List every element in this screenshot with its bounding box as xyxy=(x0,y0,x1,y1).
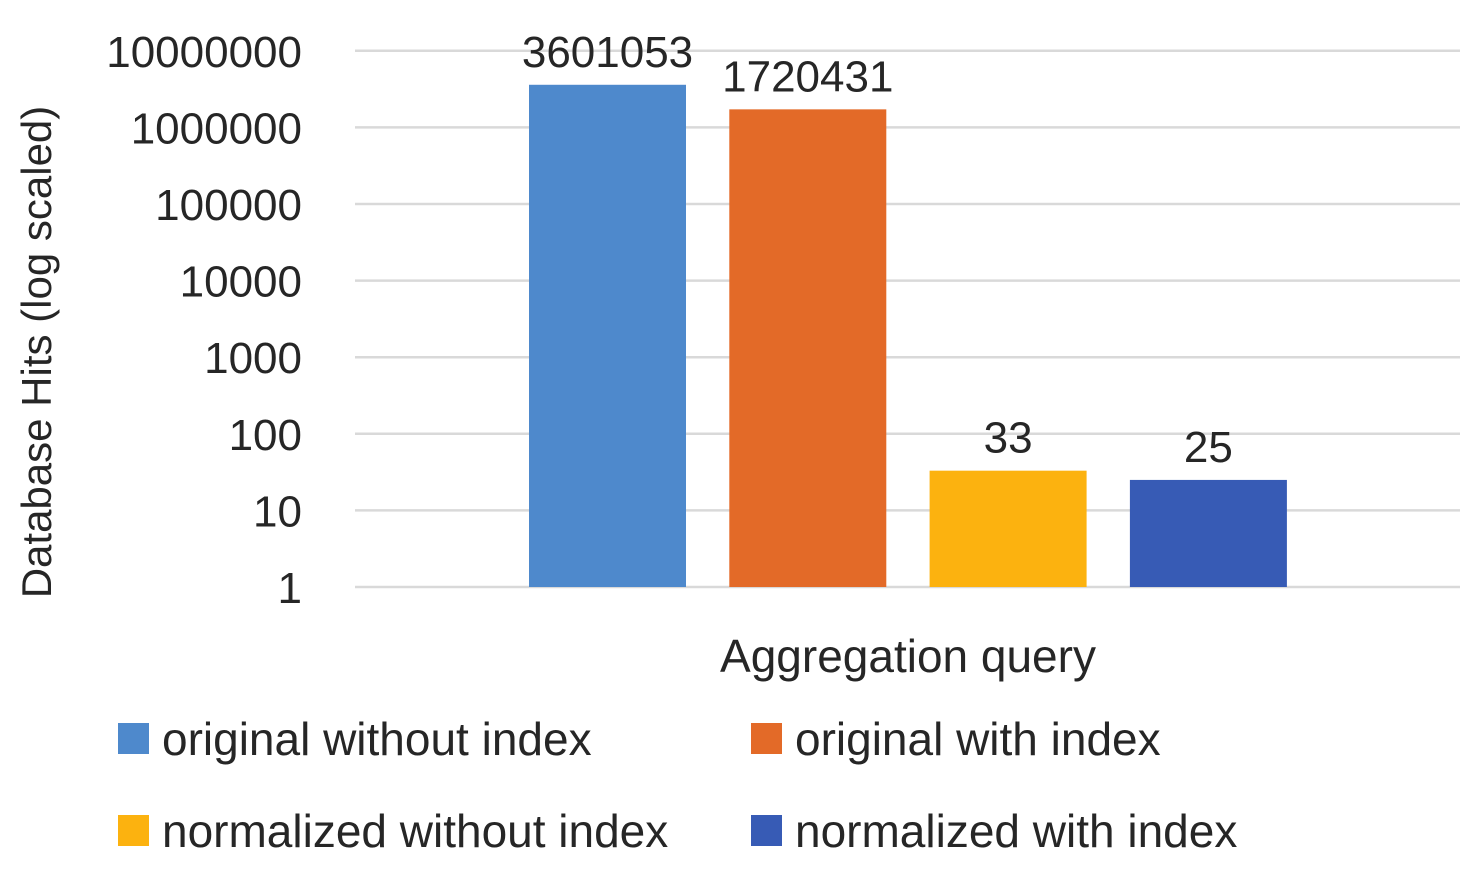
y-tick-label: 100 xyxy=(229,411,302,460)
y-tick-label: 10 xyxy=(253,487,302,536)
legend-swatch xyxy=(751,723,782,754)
legend-swatch xyxy=(118,815,149,846)
y-axis-ticks: 1 10 100 1000 10000 100000 1000000 10000000 xyxy=(106,28,302,613)
bar xyxy=(529,84,686,587)
legend-label: original with index xyxy=(795,713,1161,765)
y-axis-label: Database Hits (log scaled) xyxy=(13,106,60,599)
y-tick-label: 1000000 xyxy=(131,104,302,153)
legend-swatch xyxy=(751,815,782,846)
data-label: 33 xyxy=(984,414,1033,463)
data-label: 3601053 xyxy=(522,28,693,77)
legend-label: original without index xyxy=(162,713,592,765)
y-tick-label: 10000000 xyxy=(106,28,302,77)
y-tick-label: 100000 xyxy=(155,181,302,230)
y-tick-label: 1 xyxy=(278,564,302,613)
bars xyxy=(529,84,1287,587)
y-tick-label: 10000 xyxy=(180,258,302,307)
legend-label: normalized without index xyxy=(162,805,668,857)
data-labels: 3601053 1720431 33 25 xyxy=(522,28,1233,472)
legend: original without index original with inde… xyxy=(118,713,1237,857)
bar xyxy=(729,109,887,587)
data-label: 25 xyxy=(1184,423,1233,472)
bar xyxy=(1129,479,1287,587)
bar xyxy=(929,470,1087,587)
data-label: 1720431 xyxy=(722,52,893,101)
gridlines xyxy=(355,49,1460,589)
legend-swatch xyxy=(118,723,149,754)
legend-label: normalized with index xyxy=(795,805,1237,857)
y-tick-label: 1000 xyxy=(204,334,302,383)
x-axis-label: Aggregation query xyxy=(720,630,1096,682)
